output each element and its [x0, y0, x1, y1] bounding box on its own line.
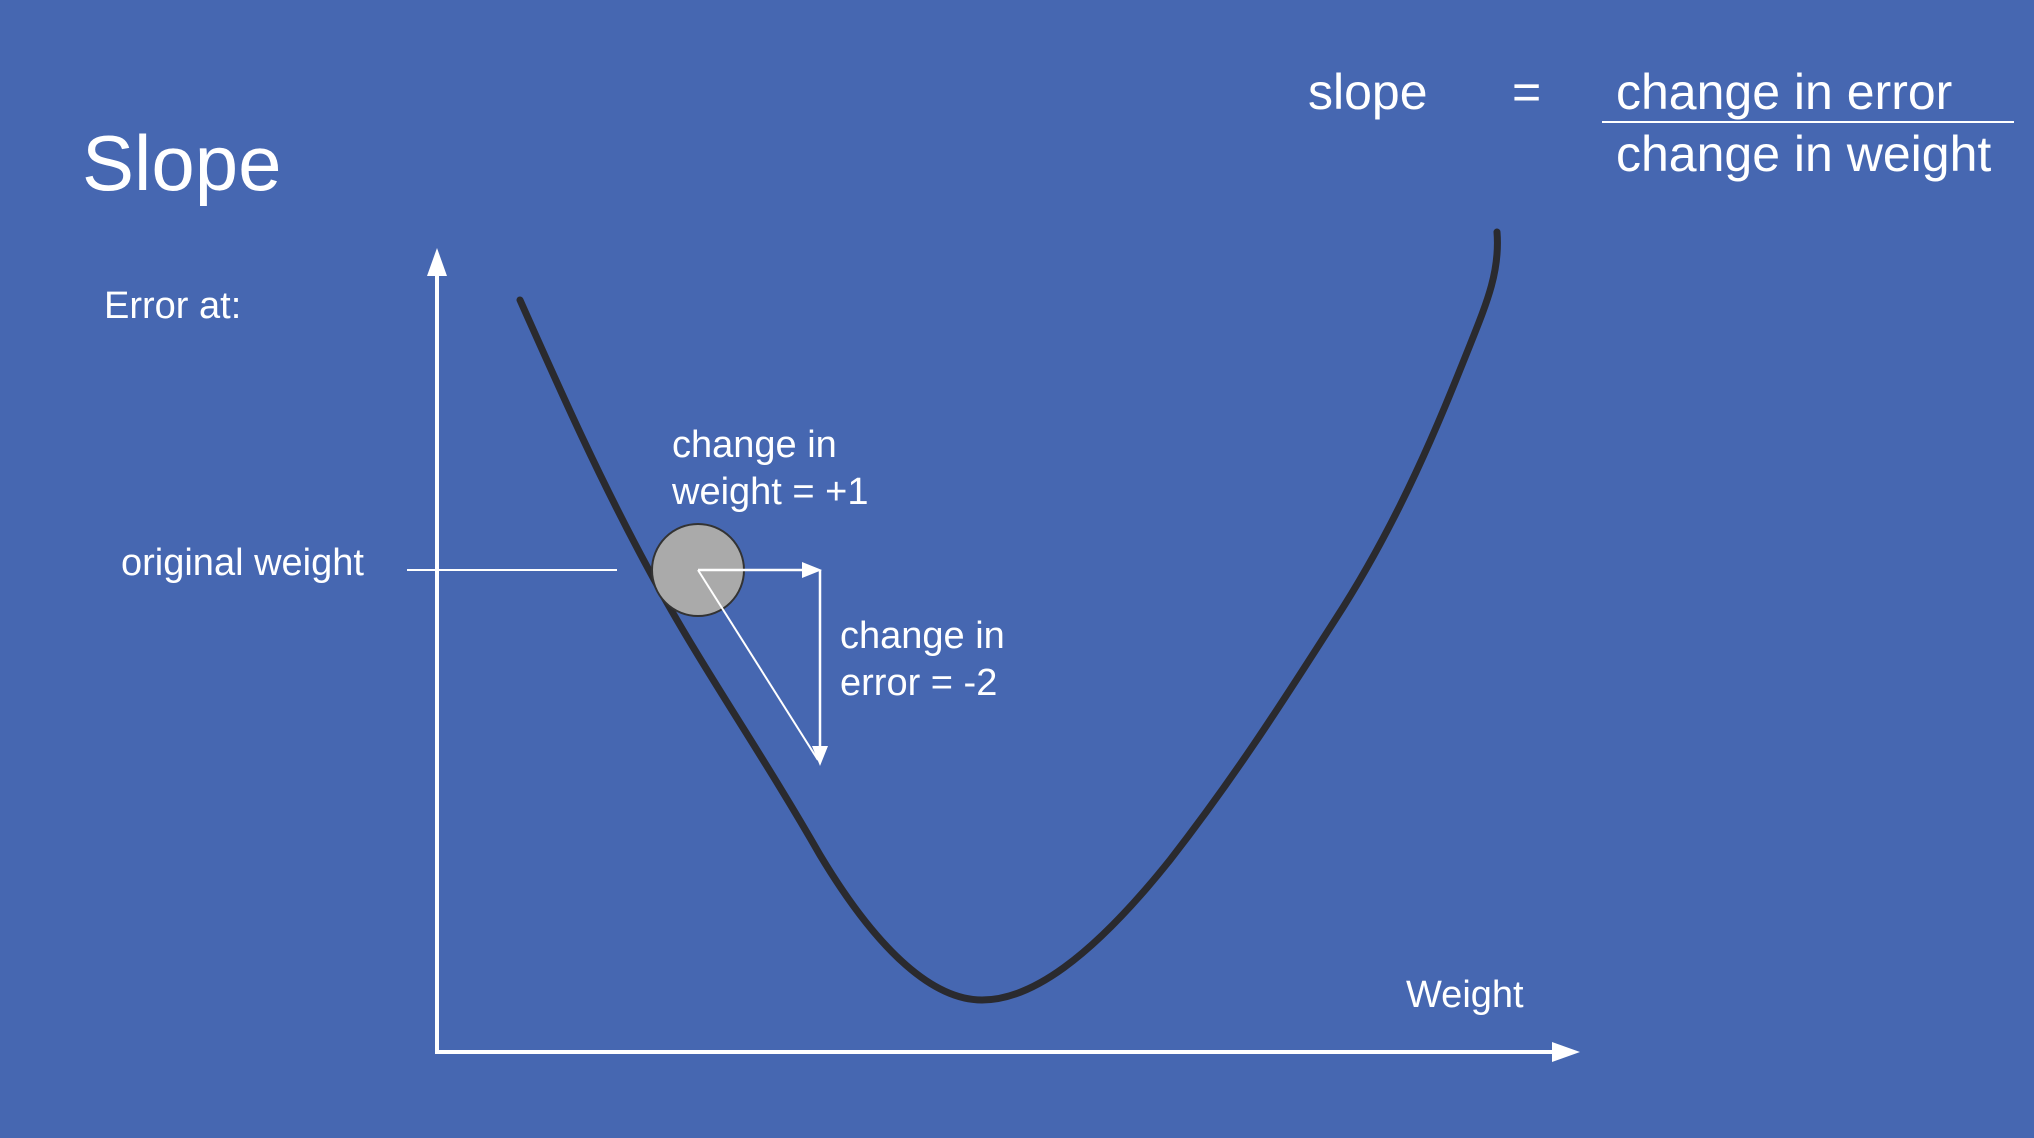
change-in-weight-arrowhead: [802, 562, 822, 578]
x-axis-label: Weight: [1406, 974, 1524, 1016]
y-axis-arrowhead: [427, 248, 447, 276]
slope-line: [697, 569, 819, 761]
formula-equals: =: [1512, 64, 1542, 120]
formula-denominator: change in weight: [1616, 126, 1992, 182]
error-curve: [516, 228, 1501, 1004]
x-axis-arrowhead: [1552, 1042, 1580, 1062]
change-in-weight-label-line2: weight = +1: [672, 471, 869, 513]
y-axis-label: Error at:: [104, 285, 242, 327]
formula-numerator: change in error: [1616, 64, 1953, 120]
change-in-error-arrowhead: [812, 746, 828, 766]
formula-lhs: slope: [1308, 64, 1428, 120]
original-weight-label: original weight: [121, 542, 364, 584]
change-in-error-label-line1: change in: [840, 615, 1005, 657]
change-in-weight-label-line1: change in: [672, 424, 837, 466]
slide-title: Slope: [82, 119, 282, 207]
change-in-error-label-line2: error = -2: [840, 662, 998, 704]
